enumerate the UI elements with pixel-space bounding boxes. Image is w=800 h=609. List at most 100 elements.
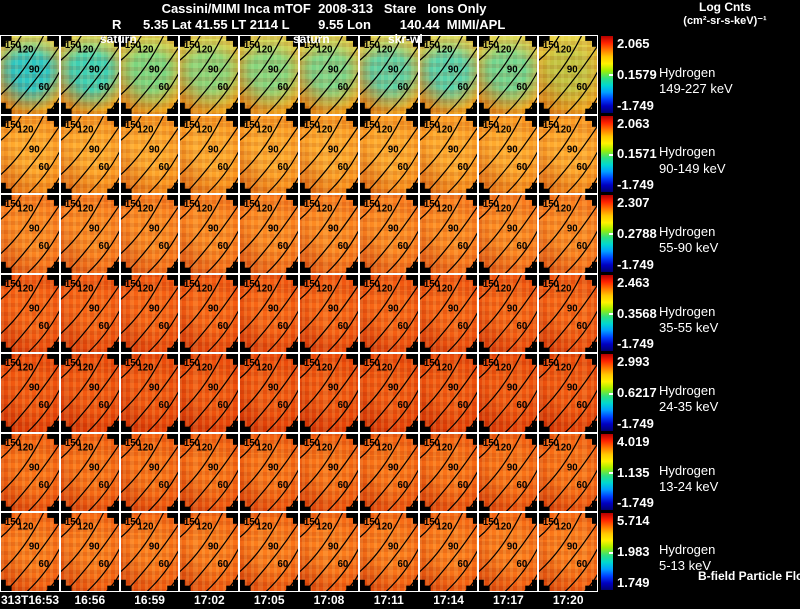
skymap-panel-r5c1: 150 120 90 60 [0,353,60,433]
contour-overlay: 150 120 90 60 [299,354,358,432]
contour-label-120: 120 [77,124,93,135]
contour-label-120: 120 [436,522,452,533]
contour-label-120: 120 [316,363,332,374]
species-label: Hydrogen [659,144,716,160]
colorbar-mid-tick [609,472,613,475]
corner-marks [419,195,478,273]
contour-overlay: 150 120 90 60 [419,433,478,512]
contour-label-120: 120 [496,363,512,374]
skymap-panel-r7c8: 150 120 90 60 [418,512,479,592]
corner-marks [359,115,418,194]
species-label: Hydrogen [659,542,716,558]
skymap-panel-r4c3: 150 120 90 60 [119,273,180,354]
skymap-panel-r1c4: 150 120 90 60 [179,35,240,115]
contour-label-150: 150 [244,438,260,449]
contour-label-150: 150 [483,358,499,369]
contour-label-60: 60 [517,82,528,93]
corner-marks [299,433,358,512]
contour-label-120: 120 [257,442,273,453]
contour-label-150: 150 [184,517,200,528]
corner-marks [1,36,59,114]
heatmap-texture [240,274,298,353]
contour-overlay: 150 120 90 60 [479,513,538,591]
skymap-panel-r2c8: 150 120 90 60 [418,114,479,195]
colorbar-legend: Log Cnts (cm²-sr-s-keV)⁻¹ [655,0,795,27]
contour-label-60: 60 [577,161,588,172]
heatmap-texture [240,513,298,591]
bfield-contours [299,195,358,273]
contour-overlay: 150 120 90 60 [419,274,478,353]
contour-label-120: 120 [17,522,33,533]
heatmap-texture [539,513,597,591]
corner-marks [299,115,358,194]
contour-label-60: 60 [397,241,408,252]
heatmap-texture [180,36,239,114]
contour-overlay: 150 120 90 60 [1,36,59,114]
species-label: Hydrogen [659,383,716,399]
contour-overlay: 150 120 90 60 [359,115,418,194]
contour-label-150: 150 [5,517,21,528]
energy-band-label-row1: Hydrogen 149-227 keV [659,65,733,98]
contour-label-60: 60 [158,480,169,491]
skymap-panel-r4c2: 150 120 90 60 [59,273,120,354]
contour-label-120: 120 [556,442,572,453]
colorbar-mid-tick [609,392,613,395]
corner-marks [479,36,538,114]
corner-marks [240,36,298,114]
skymap-panel-r4c4: 150 120 90 60 [179,273,240,354]
contour-label-60: 60 [457,559,468,570]
time-tick-3: 16:59 [134,593,165,607]
skymap-panel-r3c2: 150 120 90 60 [59,194,120,274]
energy-range-label: 35-55 keV [659,319,719,335]
heatmap-texture [60,274,119,353]
skymap-panel-r2c1: 150 120 90 60 [0,114,60,195]
heatmap-texture [419,513,478,591]
corner-marks [299,195,358,273]
corner-marks [479,115,538,194]
contour-label-90: 90 [328,383,339,394]
contour-label-120: 120 [137,363,153,374]
corner-marks [120,354,179,432]
heatmap-texture [120,115,179,194]
heatmap-texture [479,36,538,114]
contour-label-60: 60 [98,82,109,93]
corner-marks [479,354,538,432]
energy-band-label-row2: Hydrogen 90-149 keV [659,144,726,177]
contour-label-90: 90 [388,383,399,394]
heatmap-texture [539,274,597,353]
contour-overlay: 150 120 90 60 [1,354,59,432]
contour-overlay: 150 120 90 60 [120,195,179,273]
skymap-panel-r7c10: 150 120 90 60 [538,512,598,592]
contour-overlay: 150 120 90 60 [60,354,119,432]
contour-label-60: 60 [218,400,229,411]
heatmap-texture [1,433,59,512]
time-tick-8: 17:14 [433,593,464,607]
heatmap-texture [180,513,239,591]
skymap-panel-r7c2: 150 120 90 60 [59,512,120,592]
colorbar-legend-units: (cm²-sr-s-keV)⁻¹ [683,14,767,27]
colorbar-min-row4: -1.749 [617,336,654,352]
contour-label-60: 60 [39,480,50,491]
colorbar-row7 [601,513,613,590]
contour-overlay: 150 120 90 60 [539,36,597,114]
heatmap-texture [60,115,119,194]
contour-label-120: 120 [197,363,213,374]
time-tick-9: 17:17 [493,593,524,607]
contour-label-60: 60 [397,161,408,172]
contour-label-150: 150 [483,278,499,289]
time-tick-10: 17:20 [552,593,584,607]
energy-band-label-row3: Hydrogen 55-90 keV [659,224,718,257]
colorbar-min-row5: -1.749 [617,415,654,431]
contour-label-150: 150 [124,358,140,369]
skymap-panel-r4c10: 150 120 90 60 [538,273,598,354]
contour-overlay: 150 120 90 60 [1,513,59,591]
contour-label-90: 90 [328,542,339,553]
contour-label-60: 60 [577,480,588,491]
skymap-panel-r6c10: 150 120 90 60 [538,432,598,513]
contour-label-60: 60 [577,559,588,570]
contour-overlay: 150 120 90 60 [60,513,119,591]
contour-label-150: 150 [483,199,499,210]
event-marker-saturn-1: saturn [100,32,137,46]
contour-label-90: 90 [29,303,40,314]
contour-label-120: 120 [556,124,572,135]
